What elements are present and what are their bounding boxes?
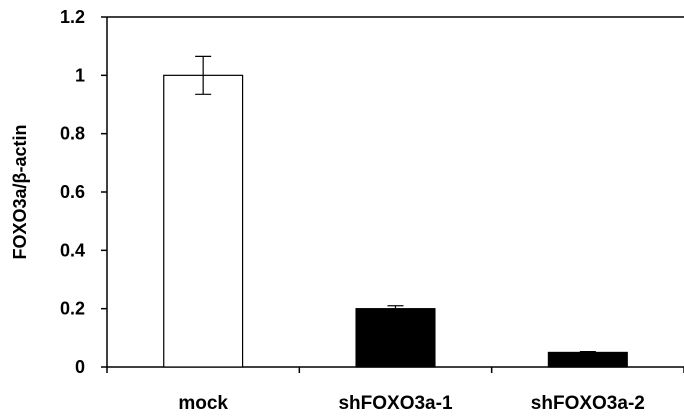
- bars: [163, 74, 628, 368]
- bar-shFOXO3a-2: [547, 351, 628, 368]
- y-axis-title: FOXO3a/β-actin: [10, 124, 30, 259]
- y-tick-label: 0.2: [60, 299, 85, 319]
- category-label: shFOXO3a-2: [531, 393, 645, 414]
- y-tick-label: 0.6: [60, 182, 85, 202]
- category-label: mock: [178, 393, 228, 414]
- bar-mock: [163, 74, 244, 368]
- category-label: shFOXO3a-1: [338, 393, 452, 414]
- error-bars: [195, 55, 596, 354]
- category-labels: mock shFOXO3a-1 shFOXO3a-2: [178, 393, 645, 414]
- y-ticks: 0 0.2 0.4 0.6 0.8 1 1.2: [60, 7, 107, 377]
- x-ticks: [106, 367, 684, 373]
- y-tick-label: 0: [75, 357, 85, 377]
- y-tick-label: 1.2: [60, 7, 85, 27]
- bar-shFOXO3a-1: [355, 308, 436, 368]
- y-tick-label: 0.4: [60, 240, 85, 260]
- y-tick-label: 1: [75, 65, 85, 85]
- y-tick-label: 0.8: [60, 124, 85, 144]
